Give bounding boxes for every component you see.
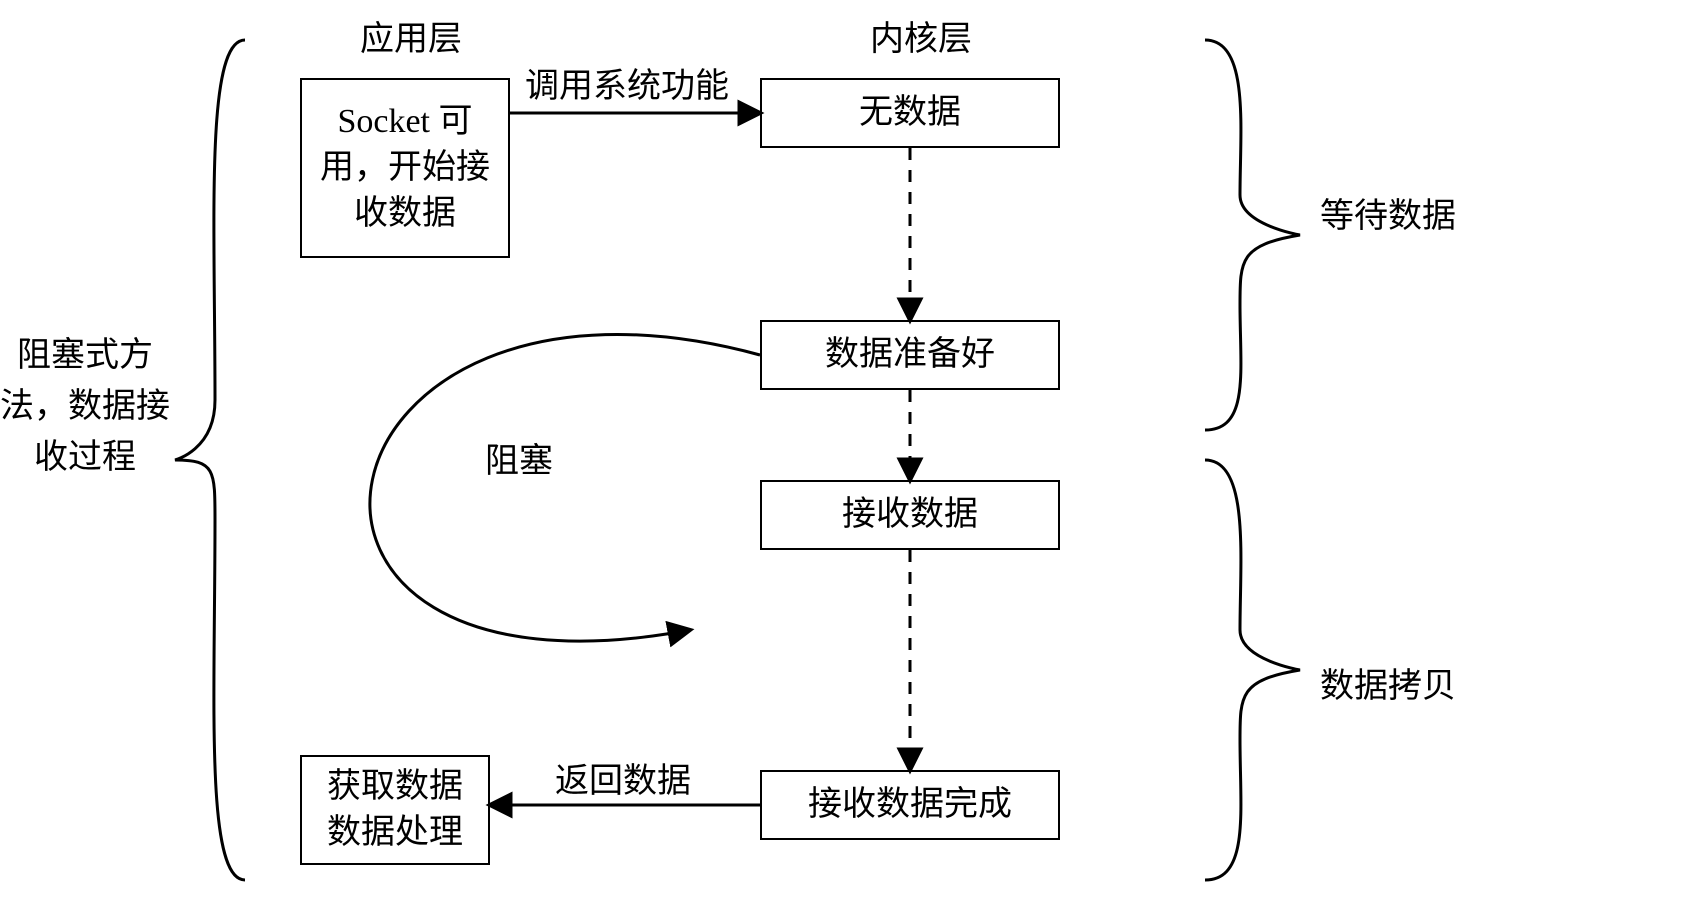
blocking-label: 阻塞 [485,440,553,484]
left-group-line2: 法，数据接 [0,381,170,432]
node-no-data: 无数据 [760,78,1060,148]
left-group-line3: 收过程 [0,432,170,483]
node-recv-data: 接收数据 [760,480,1060,550]
socket-line1: Socket 可 [320,99,490,145]
header-app-layer: 应用层 [360,18,462,62]
left-brace [175,40,245,880]
node-recv-done: 接收数据完成 [760,770,1060,840]
socket-line3: 收数据 [320,191,490,237]
got-line1: 获取数据 [327,764,463,810]
edge-call-sys-label: 调用系统功能 [525,65,729,109]
right-top-label: 等待数据 [1320,195,1456,239]
left-group-label: 阻塞式方 法，数据接 收过程 [0,330,170,483]
right-bottom-label: 数据拷贝 [1320,665,1456,709]
blocking-curve [370,334,760,641]
left-group-line1: 阻塞式方 [0,330,170,381]
header-kernel-layer: 内核层 [870,18,972,62]
edge-return-data-label: 返回数据 [555,760,691,804]
flowchart-root: 应用层 内核层 阻塞式方 法，数据接 收过程 等待数据 数据拷贝 Socket … [0,0,1697,915]
got-line2: 数据处理 [327,810,463,856]
socket-line2: 用，开始接 [320,145,490,191]
node-got-data: 获取数据 数据处理 [300,755,490,865]
right-bottom-brace [1205,460,1300,880]
node-data-ready: 数据准备好 [760,320,1060,390]
right-top-brace [1205,40,1300,430]
node-socket-start: Socket 可 用，开始接 收数据 [300,78,510,258]
